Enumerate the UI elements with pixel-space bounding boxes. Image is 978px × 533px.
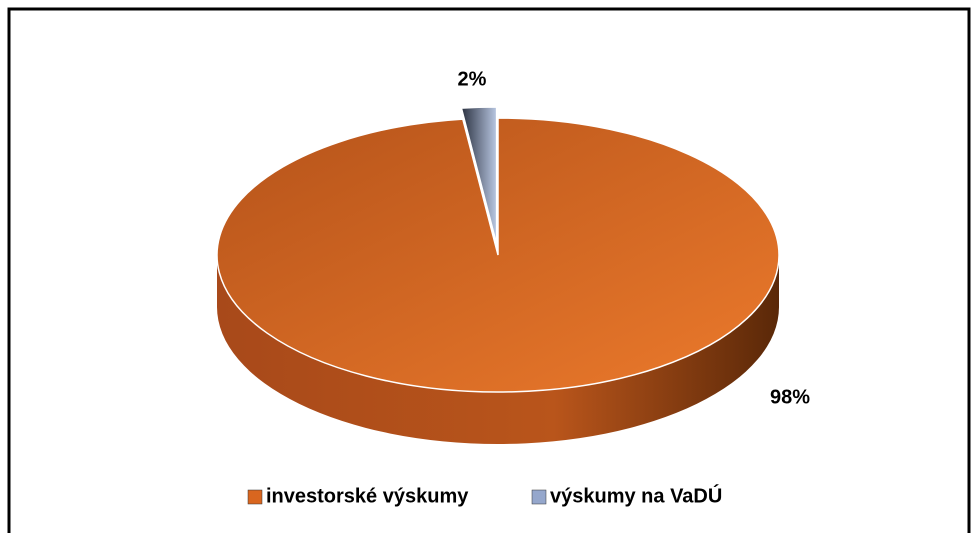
legend-swatch: [531, 489, 547, 505]
frame: [7, 7, 971, 533]
data-label: 98%: [770, 386, 810, 408]
pie-side: [217, 255, 779, 444]
pie-slice: [216, 117, 780, 393]
legend-label: investorské výskumy: [266, 485, 469, 507]
legend-label: výskumy na VaDÚ: [550, 483, 722, 507]
data-label: 2%: [458, 68, 487, 90]
legend-swatch: [247, 489, 263, 505]
pie-slice: [460, 106, 498, 245]
